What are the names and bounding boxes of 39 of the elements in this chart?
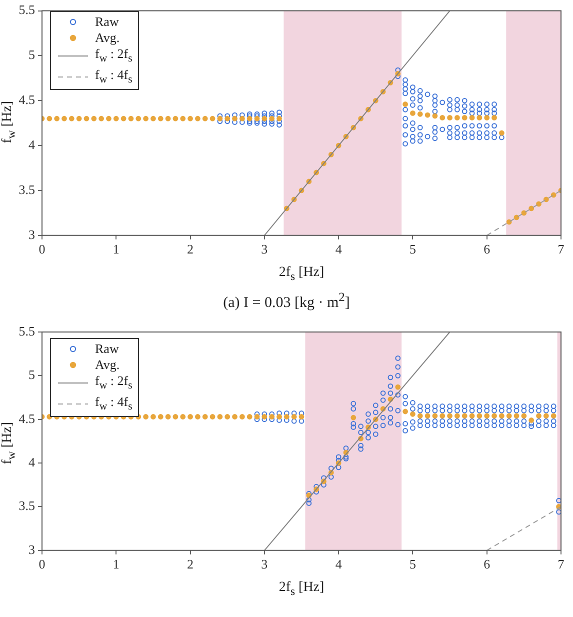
x-tick-label: 2 (187, 556, 194, 572)
legend-label: f$_{w}$ : 2f$_{s}$ (95, 373, 132, 394)
y-tick-label: 3.5 (18, 498, 35, 514)
y-tick-label: 4.5 (18, 410, 35, 426)
x-tick-label: 4 (335, 556, 342, 572)
legend-label: f$_{w}$ : 4f$_{s}$ (95, 66, 132, 88)
x-axis-title: 2f$_{s}$ [Hz] (278, 265, 326, 283)
y-tick-label: 5.5 (18, 323, 35, 338)
x-tick-label: 6 (484, 556, 491, 572)
y-tick-label: 4 (28, 454, 36, 470)
x-tick-label: 5 (409, 556, 416, 572)
y-tick-label: 3.5 (18, 182, 35, 197)
y-tick-label: 4.5 (18, 92, 35, 108)
x-tick-label: 0 (38, 556, 46, 572)
y-tick-label: 5 (28, 367, 35, 382)
x-tick-label: 6 (484, 242, 491, 257)
x-axis-title: 2f$_{s}$ [Hz] (278, 580, 326, 598)
legend-label: f$_{w}$ : 4f$_{s}$ (95, 394, 132, 414)
legend-label: Raw (95, 341, 119, 357)
x-tick-label: 3 (261, 242, 268, 257)
x-tick-label: 1 (112, 242, 120, 257)
x-tick-label: 4 (335, 242, 342, 257)
legend-label: Raw (95, 14, 119, 30)
legend-label: Avg. (95, 357, 120, 373)
legend-label: f$_{w}$ : 2f$_{s}$ (95, 46, 132, 67)
y-tick-label: 3 (28, 226, 35, 242)
x-tick-label: 3 (261, 556, 268, 572)
x-tick-label: 0 (38, 242, 46, 257)
x-tick-label: 5 (409, 242, 416, 257)
y-tick-label: 5 (28, 47, 35, 62)
x-tick-label: 1 (112, 556, 120, 572)
x-tick-label: 2 (187, 242, 194, 257)
y-tick-label: 5.5 (18, 2, 35, 18)
legend-label: Avg. (95, 30, 120, 46)
y-tick-label: 4 (28, 136, 36, 152)
x-tick-label: 7 (558, 242, 565, 257)
x-tick-label: 7 (558, 556, 565, 572)
y-tick-label: 3 (28, 542, 35, 557)
text: (a) I = 0.03 [kg · m$^{2}$] (222, 289, 351, 311)
